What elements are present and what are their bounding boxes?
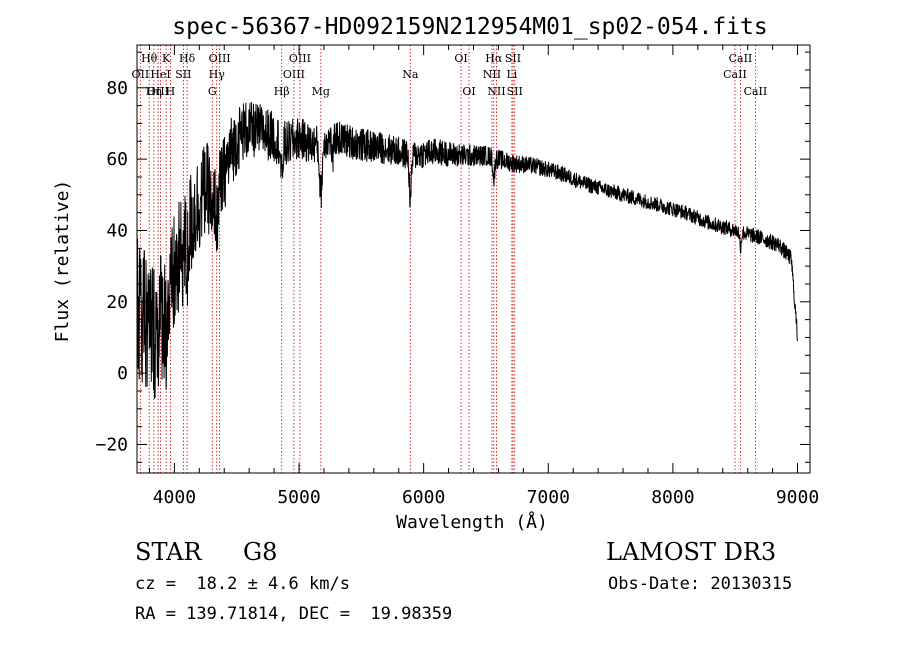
x-axis-label: Wavelength (Å) [396, 511, 548, 533]
spectral-line-label: NII [487, 85, 505, 98]
spectral-line-label: Hβ [274, 85, 290, 98]
spectral-line-label: CaII [744, 85, 768, 98]
spectral-line-label: Na [402, 68, 419, 81]
spectral-line-label: SII [175, 68, 191, 81]
spectral-line-label: CaII [729, 52, 753, 65]
y-tick-label: 60 [106, 149, 128, 170]
spectral-line-label: OIII [289, 52, 311, 65]
redshift-velocity: cz = 18.2 ± 4.6 km/s [135, 574, 350, 594]
spectral-line-label: Hα [485, 52, 503, 65]
x-tick-label: 8000 [651, 487, 694, 508]
y-axis-label: Flux (relative) [52, 180, 73, 343]
spectral-line-label: OI [462, 85, 475, 98]
y-tick-label: 20 [106, 292, 128, 313]
spectral-line-label: H [166, 85, 176, 98]
plot-frame [136, 44, 811, 474]
x-tick-label: 9000 [776, 487, 819, 508]
spectral-line-label: Mg [312, 85, 330, 98]
spectral-line-markers [139, 45, 756, 473]
spectral-line-label: OIII [209, 52, 231, 65]
y-tick-label: 0 [117, 363, 128, 384]
axis-ticks: 4000 5000 6000 7000 8000 9000 −20 0 20 40 60 80 [95, 45, 819, 508]
spectral-line-label: Hγ [209, 68, 226, 81]
x-tick-label: 7000 [527, 487, 570, 508]
spectral-line-label: Hη [146, 85, 162, 98]
object-class: STAR [135, 538, 202, 566]
object-subclass: G8 [243, 538, 278, 566]
spectral-line-label: Hθ [141, 52, 158, 65]
spectral-line-label: SII [507, 85, 523, 98]
survey-name: LAMOST DR3 [606, 538, 777, 566]
spectral-line-label: OIII [283, 68, 305, 81]
x-tick-label: 4000 [153, 487, 196, 508]
y-tick-label: 80 [106, 78, 128, 99]
y-tick-label: 40 [106, 220, 128, 241]
spectrum-line [136, 101, 798, 399]
y-tick-label: −20 [95, 434, 128, 455]
x-tick-label: 6000 [402, 487, 445, 508]
chart-title: spec-56367-HD092159N212954M01_sp02-054.f… [172, 14, 767, 40]
spectral-line-label: OIII [147, 85, 169, 98]
spectral-line-label: OI [454, 52, 467, 65]
x-tick-label: 5000 [277, 487, 320, 508]
spectral-line-label: HeI [150, 68, 170, 81]
spectral-line-label: CaII [723, 68, 747, 81]
spectral-line-label: Li [506, 68, 517, 81]
coordinates: RA = 139.71814, DEC = 19.98359 [135, 604, 453, 624]
spectral-line-label: SII [505, 52, 521, 65]
spectral-line-label: K [162, 52, 171, 65]
observation-date: Obs-Date: 20130315 [608, 574, 793, 594]
spectral-line-label: Hδ [179, 52, 196, 65]
spectral-line-label: G [208, 85, 217, 98]
spectral-line-label: NII [483, 68, 501, 81]
spectral-line-label: OII [132, 68, 150, 81]
